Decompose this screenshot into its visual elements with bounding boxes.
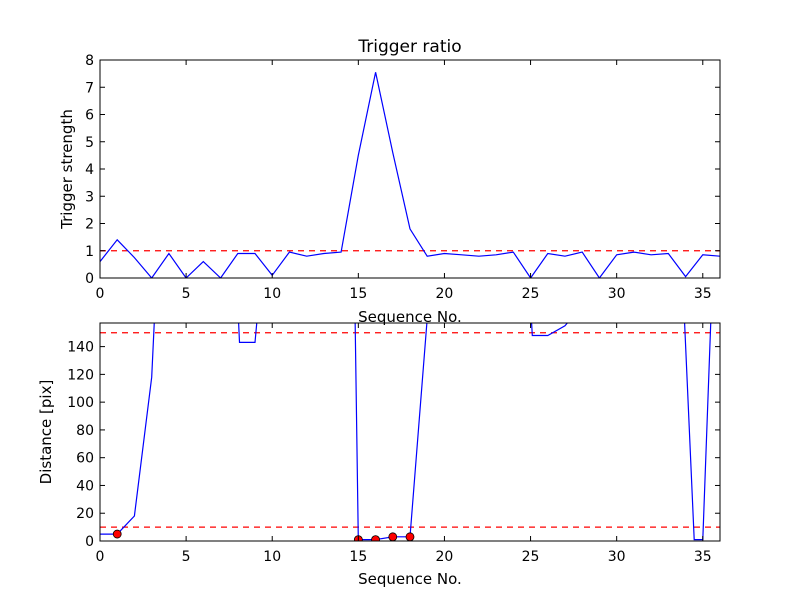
- chart-title: Trigger ratio: [357, 37, 461, 57]
- axes-frame: [99, 59, 721, 279]
- x-tick-label: 35: [694, 286, 712, 302]
- x-axis-label: Sequence No.: [358, 570, 462, 588]
- x-axis-label: Sequence No.: [358, 308, 462, 326]
- x-tick-label: 20: [436, 549, 454, 565]
- x-tick-label: 25: [522, 549, 540, 565]
- y-tick-label: 60: [76, 451, 94, 467]
- trigger-ratio-chart: Trigger ratio 0 5 10 15 20 25 30 35 0 1 2 3 4 5 6 7 8 Se…: [58, 37, 721, 326]
- y-tick-label: 2: [85, 217, 94, 233]
- y-tick-label: 3: [85, 189, 94, 205]
- x-tick-label: 15: [349, 549, 367, 565]
- tick-layer: 0 5 10 15 20 25 30 35 0 1 2 3 4 5 6 7 8: [85, 53, 720, 302]
- x-tick-label: 10: [263, 286, 281, 302]
- y-tick-label: 1: [85, 244, 94, 260]
- x-tick-label: 30: [608, 549, 626, 565]
- data-point-marker: [405, 532, 415, 541]
- y-tick-label: 100: [67, 395, 94, 411]
- y-tick-label: 5: [85, 135, 94, 151]
- tick-layer: 0 5 10 15 20 25 30 35 0 20 40 60 80 100 120 140: [67, 323, 720, 565]
- y-tick-label: 120: [67, 367, 94, 383]
- y-axis-label: Trigger strength: [58, 109, 76, 230]
- y-tick-label: 0: [85, 534, 94, 550]
- y-tick-label: 140: [67, 340, 94, 356]
- x-tick-label: 25: [522, 286, 540, 302]
- data-point-marker: [388, 532, 398, 541]
- series-line: [100, 323, 712, 541]
- y-tick-label: 20: [76, 506, 94, 522]
- x-tick-label: 5: [182, 549, 191, 565]
- axes-frame: [99, 322, 721, 542]
- plot-area: [100, 323, 720, 541]
- y-tick-label: 40: [76, 478, 94, 494]
- y-tick-label: 7: [85, 80, 94, 96]
- x-tick-label: 30: [608, 286, 626, 302]
- y-tick-label: 6: [85, 108, 94, 124]
- x-tick-label: 5: [182, 286, 191, 302]
- y-axis-label: Distance [pix]: [37, 380, 55, 485]
- series-line: [100, 72, 720, 278]
- y-tick-label: 80: [76, 423, 94, 439]
- plot-area: [100, 72, 720, 278]
- y-tick-label: 4: [85, 162, 94, 178]
- x-tick-label: 35: [694, 549, 712, 565]
- x-tick-label: 15: [349, 286, 367, 302]
- x-tick-label: 0: [96, 549, 105, 565]
- x-tick-label: 20: [436, 286, 454, 302]
- x-tick-label: 0: [96, 286, 105, 302]
- y-tick-label: 0: [85, 271, 94, 287]
- x-tick-label: 10: [263, 549, 281, 565]
- data-point-marker: [112, 529, 122, 539]
- data-point-marker: [371, 535, 380, 541]
- y-tick-label: 8: [85, 53, 94, 69]
- distance-chart: 0 5 10 15 20 25 30 35 0 20 40 60 80 100 120 140 Sequenc…: [37, 322, 721, 588]
